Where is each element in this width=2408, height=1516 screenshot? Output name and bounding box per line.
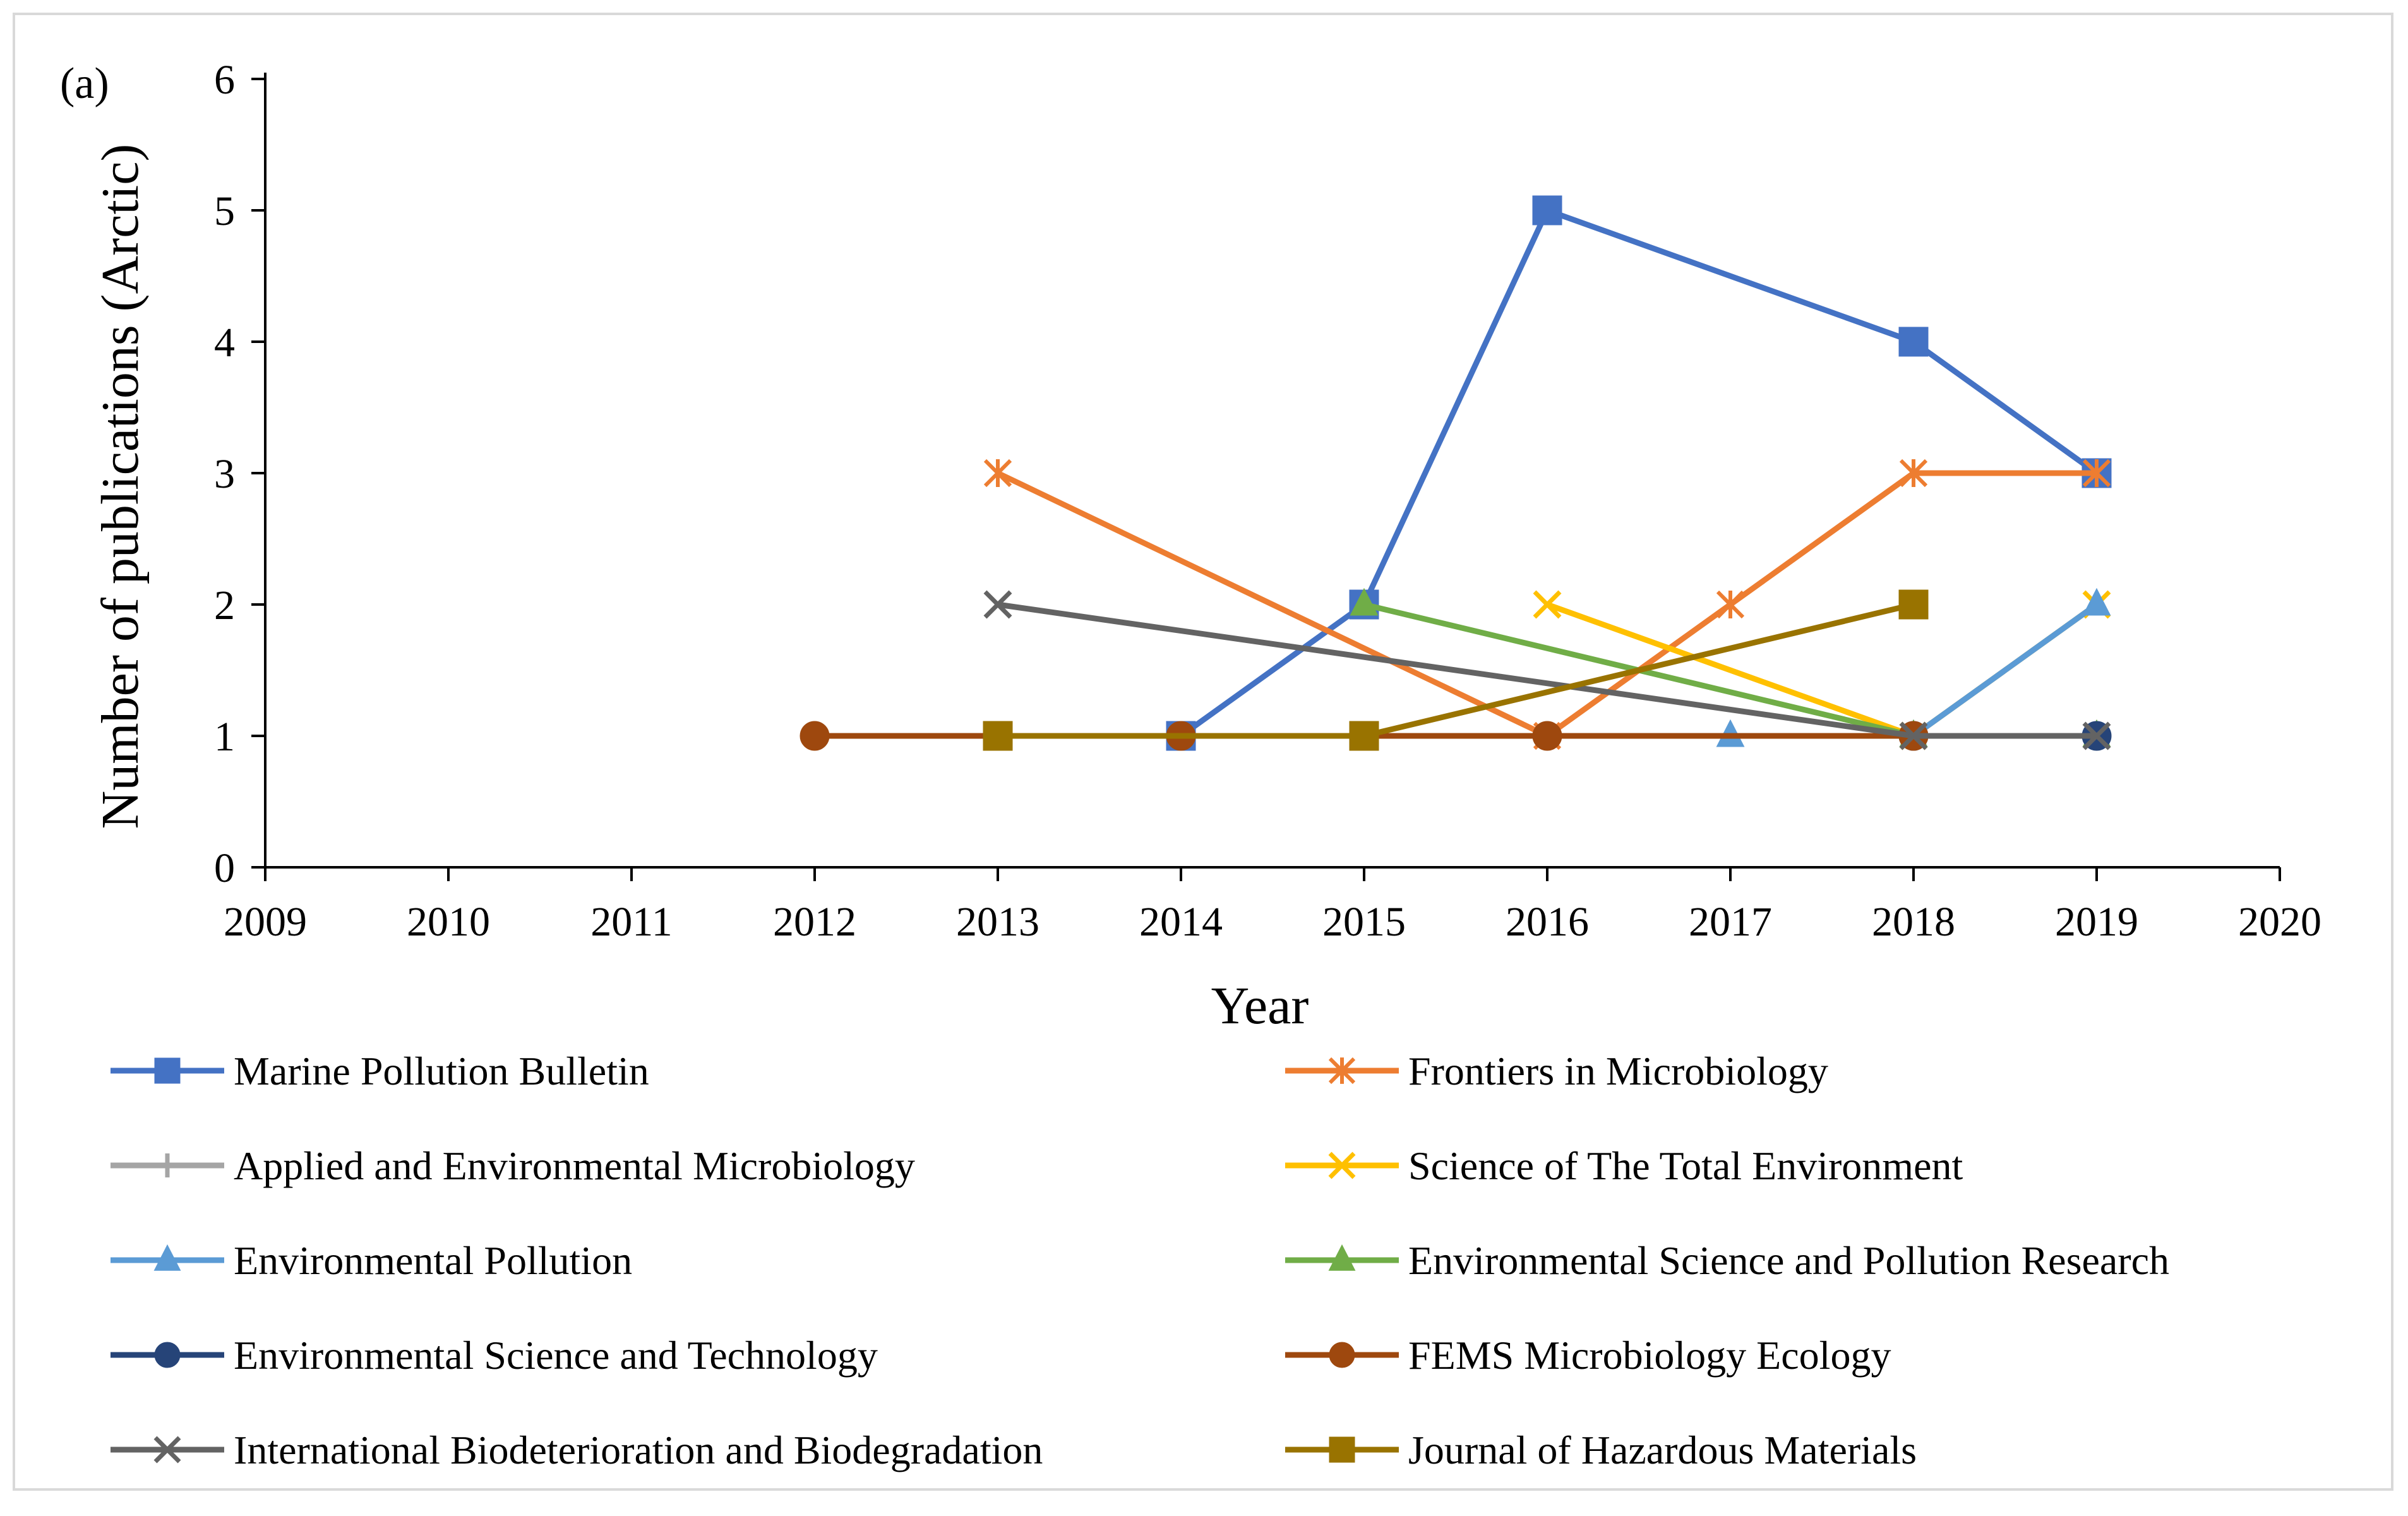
x-tick-label: 2015 <box>1322 899 1406 945</box>
legend-item: FEMS Microbiology Ecology <box>1285 1333 1891 1378</box>
legend-item: Environmental Pollution <box>111 1238 632 1283</box>
legend-item: Frontiers in Microbiology <box>1285 1049 1828 1093</box>
legend-label: Marine Pollution Bulletin <box>234 1049 649 1093</box>
legend-label: Environmental Science and Technology <box>234 1333 878 1378</box>
legend-item: Environmental Science and Technology <box>111 1333 878 1378</box>
axes: 0 1 2 3 4 5 6 2009 2010 2011 2012 2013 2014 2015 2016 2… <box>214 57 2321 945</box>
data-point-marker <box>983 590 1012 619</box>
series-line <box>997 601 2097 739</box>
series-frontiers-in-microbiology <box>983 459 2111 750</box>
data-point-marker <box>1350 587 1379 616</box>
legend-item: International Biodeterioration and Biode… <box>111 1428 1043 1472</box>
x-tick-label: 2020 <box>2238 899 2321 945</box>
data-point-marker <box>1328 1152 1356 1179</box>
y-tick-label: 5 <box>214 188 235 234</box>
data-point-marker <box>155 1153 179 1177</box>
data-point-marker <box>1532 721 1562 751</box>
series-journal-of-hazardous-materials <box>983 589 1929 751</box>
data-point-marker <box>1899 459 1928 488</box>
legend: Marine Pollution Bulletin Frontiers in Mi… <box>111 1049 2169 1472</box>
chart-frame <box>13 13 2393 1491</box>
legend-item: Environmental Science and Pollution Rese… <box>1285 1238 2169 1283</box>
legend-item: Journal of Hazardous Materials <box>1285 1428 1917 1472</box>
data-point-marker <box>1899 721 1928 750</box>
data-point-marker <box>153 1436 181 1464</box>
legend-label: Applied and Environmental Microbiology <box>234 1143 915 1188</box>
data-point-marker <box>154 1057 181 1084</box>
x-axis-title: Year <box>1211 977 1309 1035</box>
y-tick-label: 2 <box>214 582 235 629</box>
data-point-marker <box>983 459 1012 488</box>
data-point-marker <box>1716 590 1745 619</box>
data-point-marker <box>1898 327 1929 357</box>
data-point-marker <box>153 1244 181 1271</box>
data-point-marker <box>154 1342 181 1368</box>
data-point-marker <box>1533 590 1562 619</box>
x-tick-label: 2011 <box>590 899 673 945</box>
legend-item: Science of The Total Environment <box>1285 1143 1963 1188</box>
legend-label: FEMS Microbiology Ecology <box>1408 1333 1891 1378</box>
legend-label: Environmental Science and Pollution Rese… <box>1408 1238 2169 1283</box>
data-point-marker <box>1532 195 1562 226</box>
legend-item: Applied and Environmental Microbiology <box>111 1143 915 1188</box>
x-tick-label: 2019 <box>2055 899 2138 945</box>
legend-item: Marine Pollution Bulletin <box>111 1049 649 1093</box>
x-tick-label: 2010 <box>407 899 490 945</box>
legend-label: Frontiers in Microbiology <box>1408 1049 1828 1093</box>
data-point-marker <box>2082 721 2111 750</box>
legend-label: Environmental Pollution <box>234 1238 632 1283</box>
data-point-marker <box>2082 587 2111 616</box>
legend-label: International Biodeterioration and Biode… <box>234 1428 1043 1472</box>
y-tick-label: 3 <box>214 451 235 497</box>
y-tick-label: 1 <box>214 714 235 760</box>
data-point-marker <box>1329 1436 1355 1463</box>
legend-label: Science of The Total Environment <box>1408 1143 1963 1188</box>
legend-label: Journal of Hazardous Materials <box>1408 1428 1917 1472</box>
y-tick-label: 0 <box>214 845 235 891</box>
data-point-marker <box>1328 1244 1356 1271</box>
data-point-marker <box>1898 589 1929 620</box>
data-point-marker <box>800 721 830 751</box>
data-point-marker <box>983 721 1013 751</box>
panel-label: (a) <box>60 59 109 108</box>
data-point-marker <box>2082 459 2111 488</box>
x-tick-label: 2017 <box>1689 899 1772 945</box>
data-point-marker <box>1349 721 1379 751</box>
x-tick-label: 2013 <box>956 899 1039 945</box>
x-tick-label: 2012 <box>773 899 856 945</box>
x-tick-label: 2014 <box>1139 899 1223 945</box>
data-point-marker <box>1328 1057 1356 1085</box>
y-axis-title: Number of publications (Arctic) <box>91 144 150 829</box>
x-tick-label: 2018 <box>1872 899 1955 945</box>
x-tick-label: 2009 <box>224 899 307 945</box>
y-tick-label: 6 <box>214 57 235 103</box>
y-tick-label: 4 <box>214 320 235 366</box>
x-tick-label: 2016 <box>1506 899 1589 945</box>
data-point-marker <box>1329 1342 1355 1368</box>
series-international-biodeterioration-and-biodegradation <box>983 590 2111 750</box>
plot-area <box>800 195 2112 751</box>
